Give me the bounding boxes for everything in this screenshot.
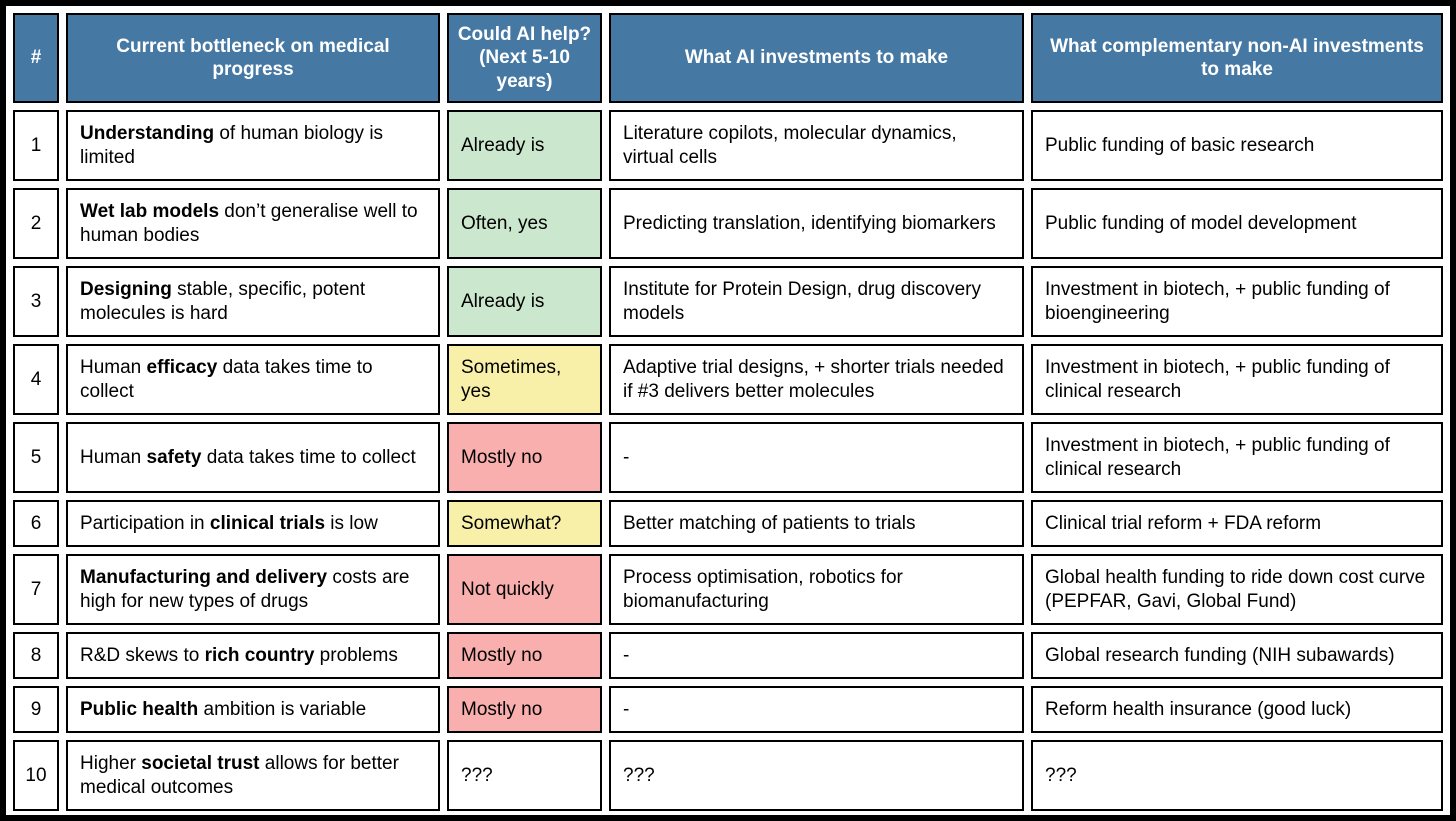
- ai-help-cell: Often, yes: [447, 188, 602, 259]
- bottleneck-text-suffix: problems: [314, 644, 398, 666]
- bottleneck-text-suffix: data takes time to collect: [80, 357, 373, 402]
- row-number: 1: [13, 110, 59, 181]
- bottleneck-cell: Higher societal trust allows for better …: [66, 740, 440, 811]
- bottleneck-text-bold: Designing: [80, 279, 172, 301]
- row-number: 3: [13, 266, 59, 337]
- ai-investments-cell: Better matching of patients to trials: [609, 500, 1024, 547]
- bottleneck-cell: Wet lab models don’t generalise well to …: [66, 188, 440, 259]
- row-number: 2: [13, 188, 59, 259]
- ai-investments-cell: -: [609, 686, 1024, 733]
- bottleneck-text-suffix: allows for better medical outcomes: [80, 753, 399, 798]
- non-ai-investments-cell: Public funding of model development: [1031, 188, 1443, 259]
- ai-investments-cell: -: [609, 632, 1024, 679]
- ai-help-cell: Mostly no: [447, 422, 602, 493]
- non-ai-investments-cell: Investment in biotech, + public funding …: [1031, 266, 1443, 337]
- non-ai-investments-cell: Investment in biotech, + public funding …: [1031, 422, 1443, 493]
- row-number: 6: [13, 500, 59, 547]
- table-row: 8 R&D skews to rich country problems Mos…: [13, 632, 1443, 679]
- ai-investments-cell: Process optimisation, robotics for bioma…: [609, 554, 1024, 625]
- bottleneck-text-bold: rich country: [204, 644, 315, 666]
- row-number: 5: [13, 422, 59, 493]
- bottleneck-cell: Manufacturing and delivery costs are hig…: [66, 554, 440, 625]
- non-ai-investments-cell: Clinical trial reform + FDA reform: [1031, 500, 1443, 547]
- ai-investments-cell: ???: [609, 740, 1024, 811]
- bottleneck-text-suffix: data takes time to collect: [201, 446, 416, 468]
- bottleneck-cell: R&D skews to rich country problems: [66, 632, 440, 679]
- table-row: 7 Manufacturing and delivery costs are h…: [13, 554, 1443, 625]
- non-ai-investments-cell: Public funding of basic research: [1031, 110, 1443, 181]
- ai-help-cell: Already is: [447, 110, 602, 181]
- bottleneck-text-prefix: Higher: [80, 753, 142, 775]
- bottleneck-cell: Understanding of human biology is limite…: [66, 110, 440, 181]
- bottleneck-cell: Participation in clinical trials is low: [66, 500, 440, 547]
- table-row: 10 Higher societal trust allows for bett…: [13, 740, 1443, 811]
- bottleneck-text-bold: societal trust: [141, 753, 260, 775]
- non-ai-investments-cell: Global health funding to ride down cost …: [1031, 554, 1443, 625]
- row-number: 10: [13, 740, 59, 811]
- ai-investments-cell: Adaptive trial designs, + shorter trials…: [609, 344, 1024, 415]
- bottleneck-text-suffix: don’t generalise well to human bodies: [80, 201, 418, 246]
- table-row: 6 Participation in clinical trials is lo…: [13, 500, 1443, 547]
- bottleneck-text-bold: efficacy: [146, 357, 218, 379]
- bottleneck-cell: Public health ambition is variable: [66, 686, 440, 733]
- ai-investments-cell: Institute for Protein Design, drug disco…: [609, 266, 1024, 337]
- ai-help-cell: ???: [447, 740, 602, 811]
- ai-investments-cell: Predicting translation, identifying biom…: [609, 188, 1024, 259]
- row-number: 7: [13, 554, 59, 625]
- bottleneck-text-prefix: Human: [80, 446, 147, 468]
- bottleneck-text-bold: Understanding: [80, 123, 215, 145]
- row-number: 8: [13, 632, 59, 679]
- bottleneck-text-prefix: Human: [80, 357, 147, 379]
- bottleneck-cell: Human safety data takes time to collect: [66, 422, 440, 493]
- bottleneck-text-suffix: ambition is variable: [198, 698, 367, 720]
- ai-help-cell: Mostly no: [447, 686, 602, 733]
- table-row: 9 Public health ambition is variable Mos…: [13, 686, 1443, 733]
- header-number: #: [13, 13, 59, 103]
- bottleneck-cell: Human efficacy data takes time to collec…: [66, 344, 440, 415]
- non-ai-investments-cell: Investment in biotech, + public funding …: [1031, 344, 1443, 415]
- header-bottleneck: Current bottleneck on medical progress: [66, 13, 440, 103]
- bottleneck-text-prefix: Participation in: [80, 512, 210, 534]
- header-ai-help: Could AI help? (Next 5-10 years): [447, 13, 602, 103]
- bottleneck-text-bold: Public health: [80, 698, 199, 720]
- bottleneck-text-prefix: R&D skews to: [80, 644, 205, 666]
- header-non-ai-investments: What complementary non-AI investments to…: [1031, 13, 1443, 103]
- table-body: 1 Understanding of human biology is limi…: [13, 110, 1443, 811]
- bottleneck-cell: Designing stable, specific, potent molec…: [66, 266, 440, 337]
- table-row: 1 Understanding of human biology is limi…: [13, 110, 1443, 181]
- row-number: 4: [13, 344, 59, 415]
- bottleneck-table: # Current bottleneck on medical progress…: [6, 6, 1450, 818]
- row-number: 9: [13, 686, 59, 733]
- bottleneck-text-suffix: of human biology is limited: [80, 123, 384, 168]
- non-ai-investments-cell: Global research funding (NIH subawards): [1031, 632, 1443, 679]
- table-row: 2 Wet lab models don’t generalise well t…: [13, 188, 1443, 259]
- ai-investments-cell: Literature copilots, molecular dynamics,…: [609, 110, 1024, 181]
- header-ai-investments: What AI investments to make: [609, 13, 1024, 103]
- non-ai-investments-cell: ???: [1031, 740, 1443, 811]
- header-row: # Current bottleneck on medical progress…: [13, 13, 1443, 103]
- ai-help-cell: Sometimes, yes: [447, 344, 602, 415]
- bottleneck-text-bold: Wet lab models: [80, 201, 220, 223]
- ai-help-cell: Not quickly: [447, 554, 602, 625]
- ai-help-cell: Already is: [447, 266, 602, 337]
- bottleneck-text-bold: Manufacturing and delivery: [80, 567, 328, 589]
- table-row: 4 Human efficacy data takes time to coll…: [13, 344, 1443, 415]
- bottleneck-text-bold: safety: [146, 446, 202, 468]
- non-ai-investments-cell: Reform health insurance (good luck): [1031, 686, 1443, 733]
- bottleneck-text-suffix: stable, specific, potent molecules is ha…: [80, 279, 366, 324]
- bottleneck-text-suffix: is low: [325, 512, 378, 534]
- ai-help-cell: Mostly no: [447, 632, 602, 679]
- table-row: 5 Human safety data takes time to collec…: [13, 422, 1443, 493]
- ai-help-cell: Somewhat?: [447, 500, 602, 547]
- table-row: 3 Designing stable, specific, potent mol…: [13, 266, 1443, 337]
- bottleneck-text-bold: clinical trials: [209, 512, 326, 534]
- bottleneck-text-suffix: costs are high for new types of drugs: [80, 567, 410, 612]
- ai-investments-cell: -: [609, 422, 1024, 493]
